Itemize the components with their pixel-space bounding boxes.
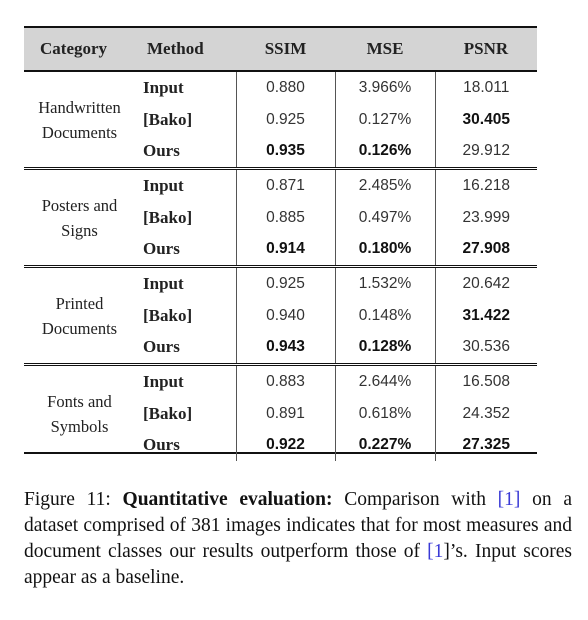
mse-cell: 0.618%	[334, 397, 435, 430]
header-mse: MSE	[335, 28, 435, 72]
caption-text-3: ]’s. Input scores appear as a baseline.	[24, 541, 572, 588]
table-body: Handwritten Documents Input 0.880 3.966% 18.0…	[24, 71, 537, 462]
caption-heading: Quantitative evaluation:	[122, 489, 333, 510]
method-cell: Input	[139, 363, 237, 398]
ssim-cell: 0.922	[235, 429, 335, 462]
results-table: Category Method SSIM MSE PSNR Handwritte…	[24, 28, 537, 462]
category-label-line: Documents	[41, 318, 118, 338]
ssim-cell: 0.925	[235, 265, 335, 300]
mse-cell: 0.126%	[334, 135, 435, 169]
mse-cell: 0.180%	[334, 233, 435, 267]
mse-cell: 0.227%	[334, 429, 435, 462]
method-cell: [Bako]	[139, 299, 237, 332]
category-cell: Fonts and Symbols	[24, 363, 139, 462]
table-row: [Bako] 0.940 0.148% 31.422	[24, 299, 537, 332]
mse-cell: 2.485%	[334, 167, 435, 202]
table-row: Ours 0.922 0.227% 27.325	[24, 429, 537, 462]
mse-cell: 3.966%	[334, 71, 435, 104]
category-label-line: Handwritten	[38, 97, 121, 117]
category-label-line: Documents	[41, 122, 118, 142]
method-cell: [Bako]	[139, 397, 237, 430]
citation-link[interactable]: [1]	[497, 489, 521, 510]
table-row: [Bako] 0.891 0.618% 24.352	[24, 397, 537, 430]
ssim-cell: 0.935	[235, 135, 335, 169]
mse-cell: 0.127%	[334, 103, 435, 136]
psnr-cell: 30.536	[434, 331, 537, 365]
ssim-cell: 0.871	[235, 167, 335, 202]
psnr-cell: 27.325	[434, 429, 537, 462]
method-cell: Ours	[139, 429, 237, 462]
table-row: Handwritten Documents Input 0.880 3.966% 18.0…	[24, 71, 537, 142]
category-label-line: Posters and	[41, 195, 118, 215]
category-cell: Posters and Signs	[24, 167, 139, 267]
header-category: Category	[24, 28, 139, 72]
ssim-cell: 0.914	[235, 233, 335, 267]
mse-cell: 2.644%	[334, 363, 435, 398]
header-method: Method	[139, 28, 236, 72]
category-label-line: Printed	[55, 293, 104, 313]
psnr-cell: 27.908	[434, 233, 537, 267]
table-row: Posters and Signs Input 0.871 2.485% 16.218	[24, 167, 537, 267]
mse-cell: 0.128%	[334, 331, 435, 365]
psnr-cell: 16.218	[434, 167, 537, 202]
category-label-line: Signs	[61, 220, 98, 240]
figure-caption: Figure 11: Quantitative evaluation: Comp…	[24, 487, 572, 591]
caption-label: Figure 11:	[24, 489, 111, 510]
ssim-cell: 0.891	[235, 397, 335, 430]
results-table-container: Category Method SSIM MSE PSNR Handwritte…	[24, 26, 537, 462]
table-row: Ours 0.914 0.180% 27.908	[24, 233, 537, 267]
table-row: Ours 0.943 0.128% 30.536	[24, 331, 537, 365]
caption-text-2: on a dataset comprised of 381 images ind…	[24, 489, 573, 562]
ssim-cell: 0.940	[235, 299, 335, 332]
header-psnr: PSNR	[435, 28, 537, 72]
mse-cell: 1.532%	[334, 265, 435, 300]
table-row: Fonts and Symbols Input 0.883 2.644% 16.508	[24, 363, 537, 462]
psnr-cell: 20.642	[434, 265, 537, 300]
ssim-cell: 0.885	[235, 201, 335, 234]
method-cell: Input	[139, 167, 237, 202]
method-cell: Ours	[139, 135, 237, 169]
method-cell: [Bako]	[139, 103, 237, 136]
psnr-cell: 16.508	[434, 363, 537, 398]
psnr-cell: 23.999	[434, 201, 537, 234]
psnr-cell: 29.912	[434, 135, 537, 169]
psnr-cell: 24.352	[434, 397, 537, 430]
header-ssim: SSIM	[236, 28, 335, 72]
category-label-line: Symbols	[50, 416, 109, 436]
method-cell: [Bako]	[139, 201, 237, 234]
table-header-row: Category Method SSIM MSE PSNR	[24, 28, 537, 72]
table-row: [Bako] 0.885 0.497% 23.999	[24, 201, 537, 234]
category-label-line: Fonts and	[47, 391, 112, 411]
method-cell: Input	[139, 265, 237, 300]
psnr-cell: 30.405	[434, 103, 537, 136]
category-cell: Printed Documents	[24, 265, 139, 365]
ssim-cell: 0.943	[235, 331, 335, 365]
ssim-cell: 0.925	[235, 103, 335, 136]
table-row: Ours 0.935 0.126% 29.912	[24, 135, 537, 169]
mse-cell: 0.148%	[334, 299, 435, 332]
psnr-cell: 31.422	[434, 299, 537, 332]
citation-link-2[interactable]: [1	[427, 541, 444, 562]
table-row: Printed Documents Input 0.925 1.532% 20.642	[24, 265, 537, 365]
category-cell: Handwritten Documents	[24, 71, 139, 169]
method-cell: Ours	[139, 233, 237, 267]
ssim-cell: 0.883	[235, 363, 335, 398]
method-cell: Ours	[139, 331, 237, 365]
mse-cell: 0.497%	[334, 201, 435, 234]
ssim-cell: 0.880	[235, 71, 335, 104]
table-row: [Bako] 0.925 0.127% 30.405	[24, 103, 537, 136]
psnr-cell: 18.011	[434, 71, 537, 104]
method-cell: Input	[139, 71, 237, 104]
caption-text-1: Comparison with	[344, 489, 486, 510]
